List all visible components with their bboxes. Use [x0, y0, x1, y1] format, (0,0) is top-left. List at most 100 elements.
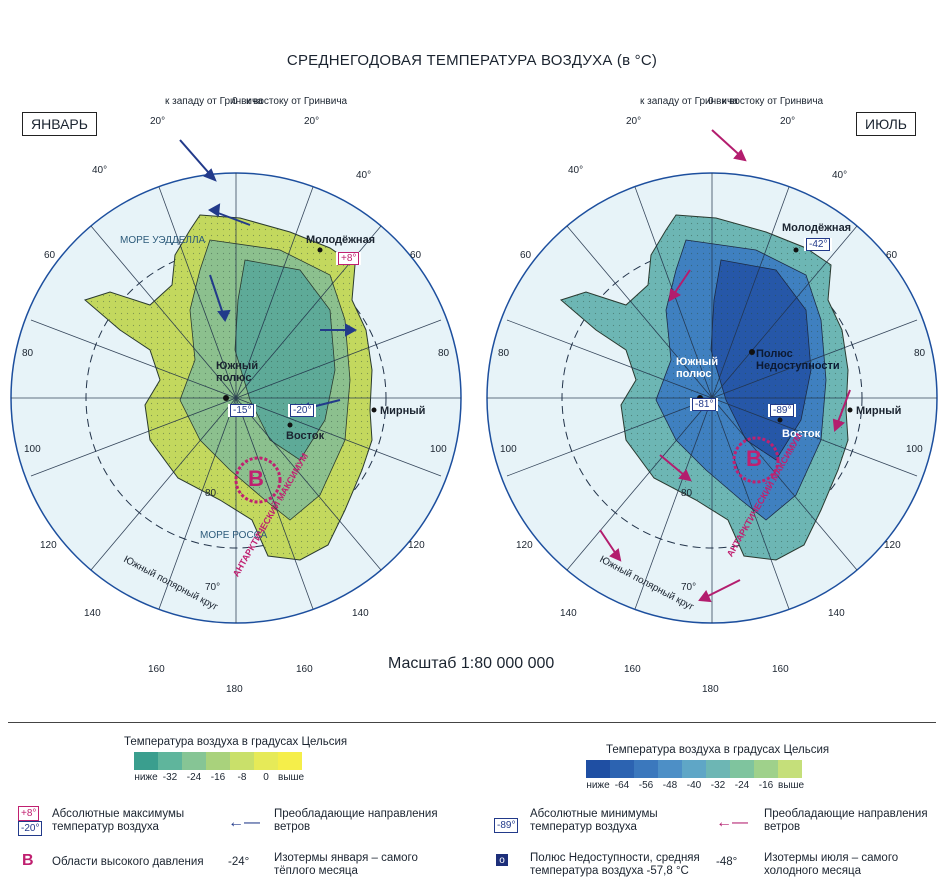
- july-lon-40-e: 40°: [832, 170, 848, 181]
- legend-left-swatches: [134, 752, 302, 770]
- july-lon-160-w: 160: [624, 664, 641, 675]
- swatch-left-0: [134, 752, 158, 770]
- lon-100-w: 100: [24, 444, 41, 455]
- july-mirny-dot: [847, 407, 853, 413]
- january-tag: ЯНВАРЬ: [22, 112, 97, 136]
- january-pole-label: Южный полюс: [216, 360, 259, 384]
- july-lon-120-e: 120: [884, 540, 901, 551]
- tick-right-3: -48: [662, 780, 678, 791]
- legend-inaccessibility-symbol: o: [496, 854, 508, 866]
- july-vostok-dot: [777, 417, 783, 423]
- january-mirny-dot: [371, 407, 377, 413]
- graticule-zero-label: 0: [232, 96, 238, 107]
- legend-inaccessibility-text: Полюс Недоступности, средняя температура…: [530, 852, 700, 877]
- swatch-right-0: [586, 760, 610, 778]
- july-molodezhnaya-label: Молодёжная: [782, 222, 852, 234]
- lat-80: 80: [205, 488, 217, 499]
- lon-40-w: 40°: [92, 165, 108, 176]
- ross-sea-label: МОРЕ РОССА: [200, 530, 268, 541]
- july-graticule-west-label: к западу от Гринвича: [640, 96, 738, 107]
- january-molodezhnaya-value: +8°: [338, 252, 360, 265]
- legend-iso-text-right: Изотермы июля – самого холодного месяца: [764, 852, 899, 877]
- legend-wind-arrow-left: ←—: [228, 814, 260, 831]
- tick-left-5: 0: [263, 772, 269, 783]
- swatch-right-5: [706, 760, 730, 778]
- july-graticule-zero-label: 0: [708, 96, 714, 107]
- lon-120-w: 120: [40, 540, 57, 551]
- lat-70: 70°: [205, 582, 221, 593]
- swatch-left-3: [206, 752, 230, 770]
- legend: [8, 722, 936, 889]
- swatch-left-1: [158, 752, 182, 770]
- lon-40-e: 40°: [356, 170, 372, 181]
- swatch-left-2: [182, 752, 206, 770]
- tick-left-6: выше: [278, 772, 305, 783]
- tick-right-5: -32: [710, 780, 726, 791]
- july-lon-160-e: 160: [772, 664, 789, 675]
- january-vostok-label: Восток: [286, 430, 325, 442]
- july-molodezhnaya-dot: [793, 247, 799, 253]
- tick-right-4: -40: [686, 780, 702, 791]
- july-lon-20-w: 20°: [626, 116, 642, 127]
- tick-left-1: -32: [162, 772, 178, 783]
- lon-80-e: 80: [438, 348, 450, 359]
- swatch-right-2: [634, 760, 658, 778]
- july-high-symbol: В: [746, 446, 762, 471]
- lon-60-w: 60: [44, 250, 56, 261]
- scale-label: Масштаб 1:80 000 000: [388, 655, 555, 672]
- legend-iso-text-left: Изотермы января – самого тёплого месяца: [274, 852, 418, 877]
- july-pole-label: Южный полюс: [676, 356, 719, 380]
- july-vostok-label: Восток: [782, 428, 821, 440]
- swatch-right-4: [682, 760, 706, 778]
- swatch-left-5: [254, 752, 278, 770]
- lon-20-e: 20°: [304, 116, 320, 127]
- legend-right-swatches: [586, 760, 802, 778]
- january-molodezhnaya-label: Молодёжная: [306, 234, 376, 246]
- tick-left-3: -16: [210, 772, 226, 783]
- graticule-west-label: к западу от Гринвича: [165, 96, 263, 107]
- tick-right-1: -64: [614, 780, 630, 791]
- january-vostok-dot: [287, 422, 293, 428]
- tick-right-7: -16: [758, 780, 774, 791]
- swatch-left-6: [278, 752, 302, 770]
- legend-high-symbol: В: [22, 852, 34, 869]
- legend-left-title: Температура воздуха в градусах Цельсия: [124, 736, 348, 748]
- july-mirny-label: Мирный: [856, 405, 902, 417]
- january-high-arc: [234, 456, 282, 504]
- january-pole-value: -15°: [230, 404, 255, 417]
- swatch-right-1: [610, 760, 634, 778]
- july-lon-100-w: 100: [500, 444, 517, 455]
- july-lon-100-e: 100: [906, 444, 923, 455]
- legend-max-text: Абсолютные максимумы температур воздуха: [52, 808, 185, 833]
- lon-180: 180: [226, 684, 243, 695]
- legend-abs-min-badge-wrap: -89°: [494, 818, 519, 833]
- july-lat-80: 80: [681, 488, 693, 499]
- july-wind-arrows: [599, 129, 851, 603]
- lon-60-e: 60: [410, 250, 422, 261]
- july-pole-value: -81°: [692, 398, 717, 411]
- swatch-right-7: [754, 760, 778, 778]
- lon-140-e: 140: [352, 608, 369, 619]
- legend-badge-abs-min: -89°: [494, 818, 519, 833]
- tick-left-0: ниже: [134, 772, 158, 783]
- legend-wind-text-left: Преобладающие направления ветров: [274, 808, 438, 833]
- july-lon-80-e: 80: [914, 348, 926, 359]
- swatch-right-3: [658, 760, 682, 778]
- legend-abs-min-text: Абсолютные минимумы температур воздуха: [530, 808, 658, 833]
- july-lon-140-e: 140: [828, 608, 845, 619]
- swatch-right-6: [730, 760, 754, 778]
- january-south-pole-dot: [223, 395, 229, 401]
- july-lon-140-w: 140: [560, 608, 577, 619]
- tick-right-8: выше: [778, 780, 805, 791]
- july-lon-180: 180: [702, 684, 719, 695]
- legend-badge-max: +8°: [18, 806, 40, 821]
- legend-wind-arrow-right: ←—: [716, 814, 748, 831]
- january-high-symbol: В: [248, 466, 264, 491]
- july-inaccessibility-label: Полюс Недоступности: [756, 348, 840, 372]
- legend-iso-value-right: -48°: [716, 856, 738, 868]
- july-lon-60-e: 60: [886, 250, 898, 261]
- map-title: СРЕДНЕГОДОВАЯ ТЕМПЕРАТУРА ВОЗДУХА (в °C): [286, 52, 658, 69]
- legend-wind-text-right: Преобладающие направления ветров: [764, 808, 928, 833]
- january-meridians: [11, 173, 461, 623]
- july-inaccessibility-dot: [749, 349, 755, 355]
